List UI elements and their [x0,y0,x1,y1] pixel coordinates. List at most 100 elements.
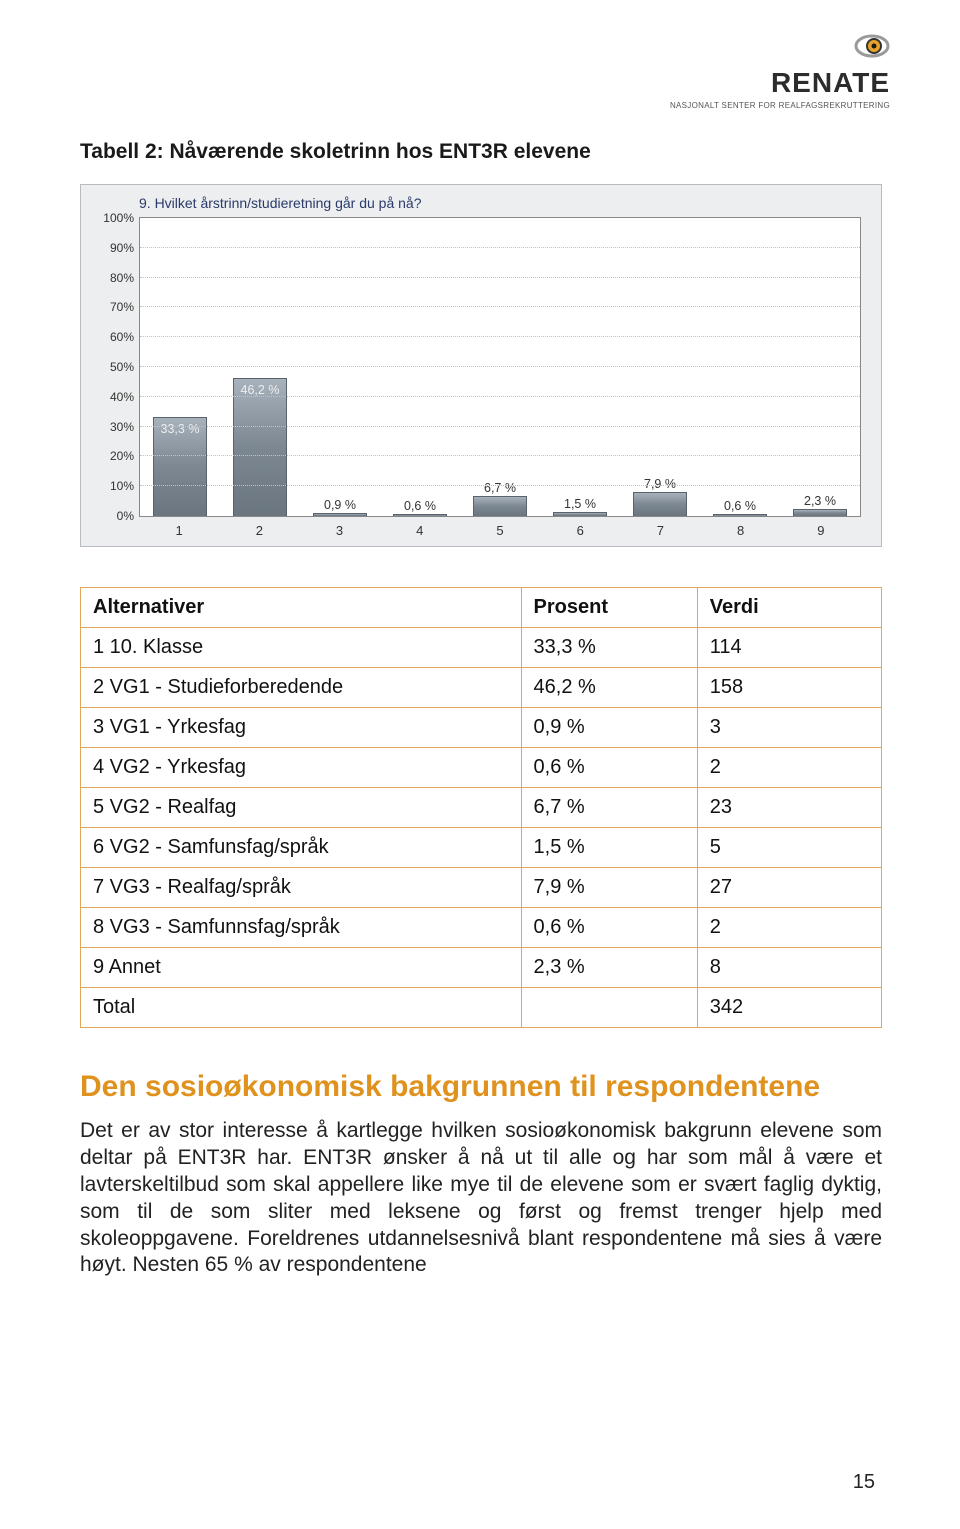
bar-value-label: 6,7 % [484,481,516,497]
table-row: 4 VG2 - Yrkesfag0,6 %2 [81,748,882,788]
bar-value-label: 33,3 % [161,422,200,436]
table-cell: 2,3 % [521,948,697,988]
gridline [140,455,860,456]
table-row: 3 VG1 - Yrkesfag0,9 %3 [81,708,882,748]
table-cell: 0,6 % [521,748,697,788]
gridline [140,426,860,427]
table-cell [521,988,697,1028]
bar-chart: 9. Hvilket årstrinn/studieretning går du… [80,184,882,547]
gridline [140,336,860,337]
table-cell: 7,9 % [521,868,697,908]
gridline [140,485,860,486]
ytick-label: 40% [110,390,140,404]
bar: 46,2 % [233,378,287,516]
xtick-label: 7 [620,517,700,538]
table-row: 8 VG3 - Samfunnsfag/språk0,6 %2 [81,908,882,948]
table-cell: 0,9 % [521,708,697,748]
table-row: 5 VG2 - Realfag6,7 %23 [81,788,882,828]
bar: 2,3 % [793,509,847,516]
bar-slot: 0,9 % [300,218,380,516]
bar-slot: 2,3 % [780,218,860,516]
gridline [140,396,860,397]
data-table: Alternativer Prosent Verdi 1 10. Klasse3… [80,587,882,1028]
ytick-label: 100% [103,211,140,225]
table-cell: 342 [697,988,881,1028]
bar-value-label: 0,6 % [724,499,756,515]
brand-logo: RENATE NASJONALT SENTER FOR REALFAGSREKR… [670,30,890,110]
table-cell: 5 [697,828,881,868]
table-row: 6 VG2 - Samfunsfag/språk1,5 %5 [81,828,882,868]
col-header-verdi: Verdi [697,588,881,628]
bar-slot: 0,6 % [380,218,460,516]
table-row: 1 10. Klasse33,3 %114 [81,628,882,668]
xtick-label: 9 [781,517,861,538]
xtick-label: 8 [701,517,781,538]
gridline [140,366,860,367]
bar: 1,5 % [553,512,607,516]
table-cell: 158 [697,668,881,708]
ytick-label: 50% [110,360,140,374]
table-cell: 9 Annet [81,948,522,988]
ytick-label: 90% [110,241,140,255]
ytick-label: 0% [117,509,140,523]
table-caption: Tabell 2: Nåværende skoletrinn hos ENT3R… [80,140,880,164]
table-cell: 8 [697,948,881,988]
xtick-label: 2 [219,517,299,538]
bar-slot: 46,2 % [220,218,300,516]
table-row: 7 VG3 - Realfag/språk7,9 %27 [81,868,882,908]
table-cell: 7 VG3 - Realfag/språk [81,868,522,908]
table-cell: 6,7 % [521,788,697,828]
table-cell: 27 [697,868,881,908]
chart-bars: 33,3 % 46,2 % 0,9 % 0,6 % 6,7 % 1,5 % 7,9 % 0,6… [140,218,860,516]
chart-question: 9. Hvilket årstrinn/studieretning går du… [139,195,871,211]
table-header-row: Alternativer Prosent Verdi [81,588,882,628]
xtick-label: 6 [540,517,620,538]
table-cell: 4 VG2 - Yrkesfag [81,748,522,788]
bar-slot: 0,6 % [700,218,780,516]
bar-value-label: 1,5 % [564,497,596,513]
table-cell: 2 VG1 - Studieforberedende [81,668,522,708]
table-row: Total 342 [81,988,882,1028]
table-cell: 2 [697,908,881,948]
chart-xaxis: 123456789 [139,517,861,538]
bar-slot: 33,3 % [140,218,220,516]
section-body: Det er av stor interesse å kartlegge hvi… [80,1118,882,1279]
table-cell: 23 [697,788,881,828]
xtick-label: 1 [139,517,219,538]
table-row: 9 Annet2,3 %8 [81,948,882,988]
ytick-label: 80% [110,271,140,285]
gridline [140,247,860,248]
logo-swirl-icon [850,30,890,67]
page-number: 15 [853,1471,875,1494]
table-cell: 8 VG3 - Samfunnsfag/språk [81,908,522,948]
table-cell: 0,6 % [521,908,697,948]
bar-value-label: 0,9 % [324,498,356,514]
table-cell: 3 VG1 - Yrkesfag [81,708,522,748]
logo-subtitle: NASJONALT SENTER FOR REALFAGSREKRUTTERIN… [670,101,890,110]
logo-brand-text: RENATE [670,67,890,99]
bar-slot: 6,7 % [460,218,540,516]
bar: 6,7 % [473,496,527,516]
gridline [140,306,860,307]
col-header-prosent: Prosent [521,588,697,628]
section-heading: Den sosioøkonomisk bakgrunnen til respon… [80,1070,880,1104]
table-cell: 2 [697,748,881,788]
bar-slot: 7,9 % [620,218,700,516]
bar-value-label: 0,6 % [404,499,436,515]
xtick-label: 5 [460,517,540,538]
table-cell: Total [81,988,522,1028]
col-header-alternativer: Alternativer [81,588,522,628]
table-cell: 114 [697,628,881,668]
xtick-label: 4 [380,517,460,538]
bar: 0,9 % [313,513,367,516]
ytick-label: 70% [110,300,140,314]
table-cell: 33,3 % [521,628,697,668]
bar: 0,6 % [393,514,447,516]
bar: 33,3 % [153,417,207,516]
table-row: 2 VG1 - Studieforberedende46,2 %158 [81,668,882,708]
table-cell: 6 VG2 - Samfunsfag/språk [81,828,522,868]
bar: 0,6 % [713,514,767,516]
xtick-label: 3 [299,517,379,538]
table-cell: 1 10. Klasse [81,628,522,668]
bar-slot: 1,5 % [540,218,620,516]
